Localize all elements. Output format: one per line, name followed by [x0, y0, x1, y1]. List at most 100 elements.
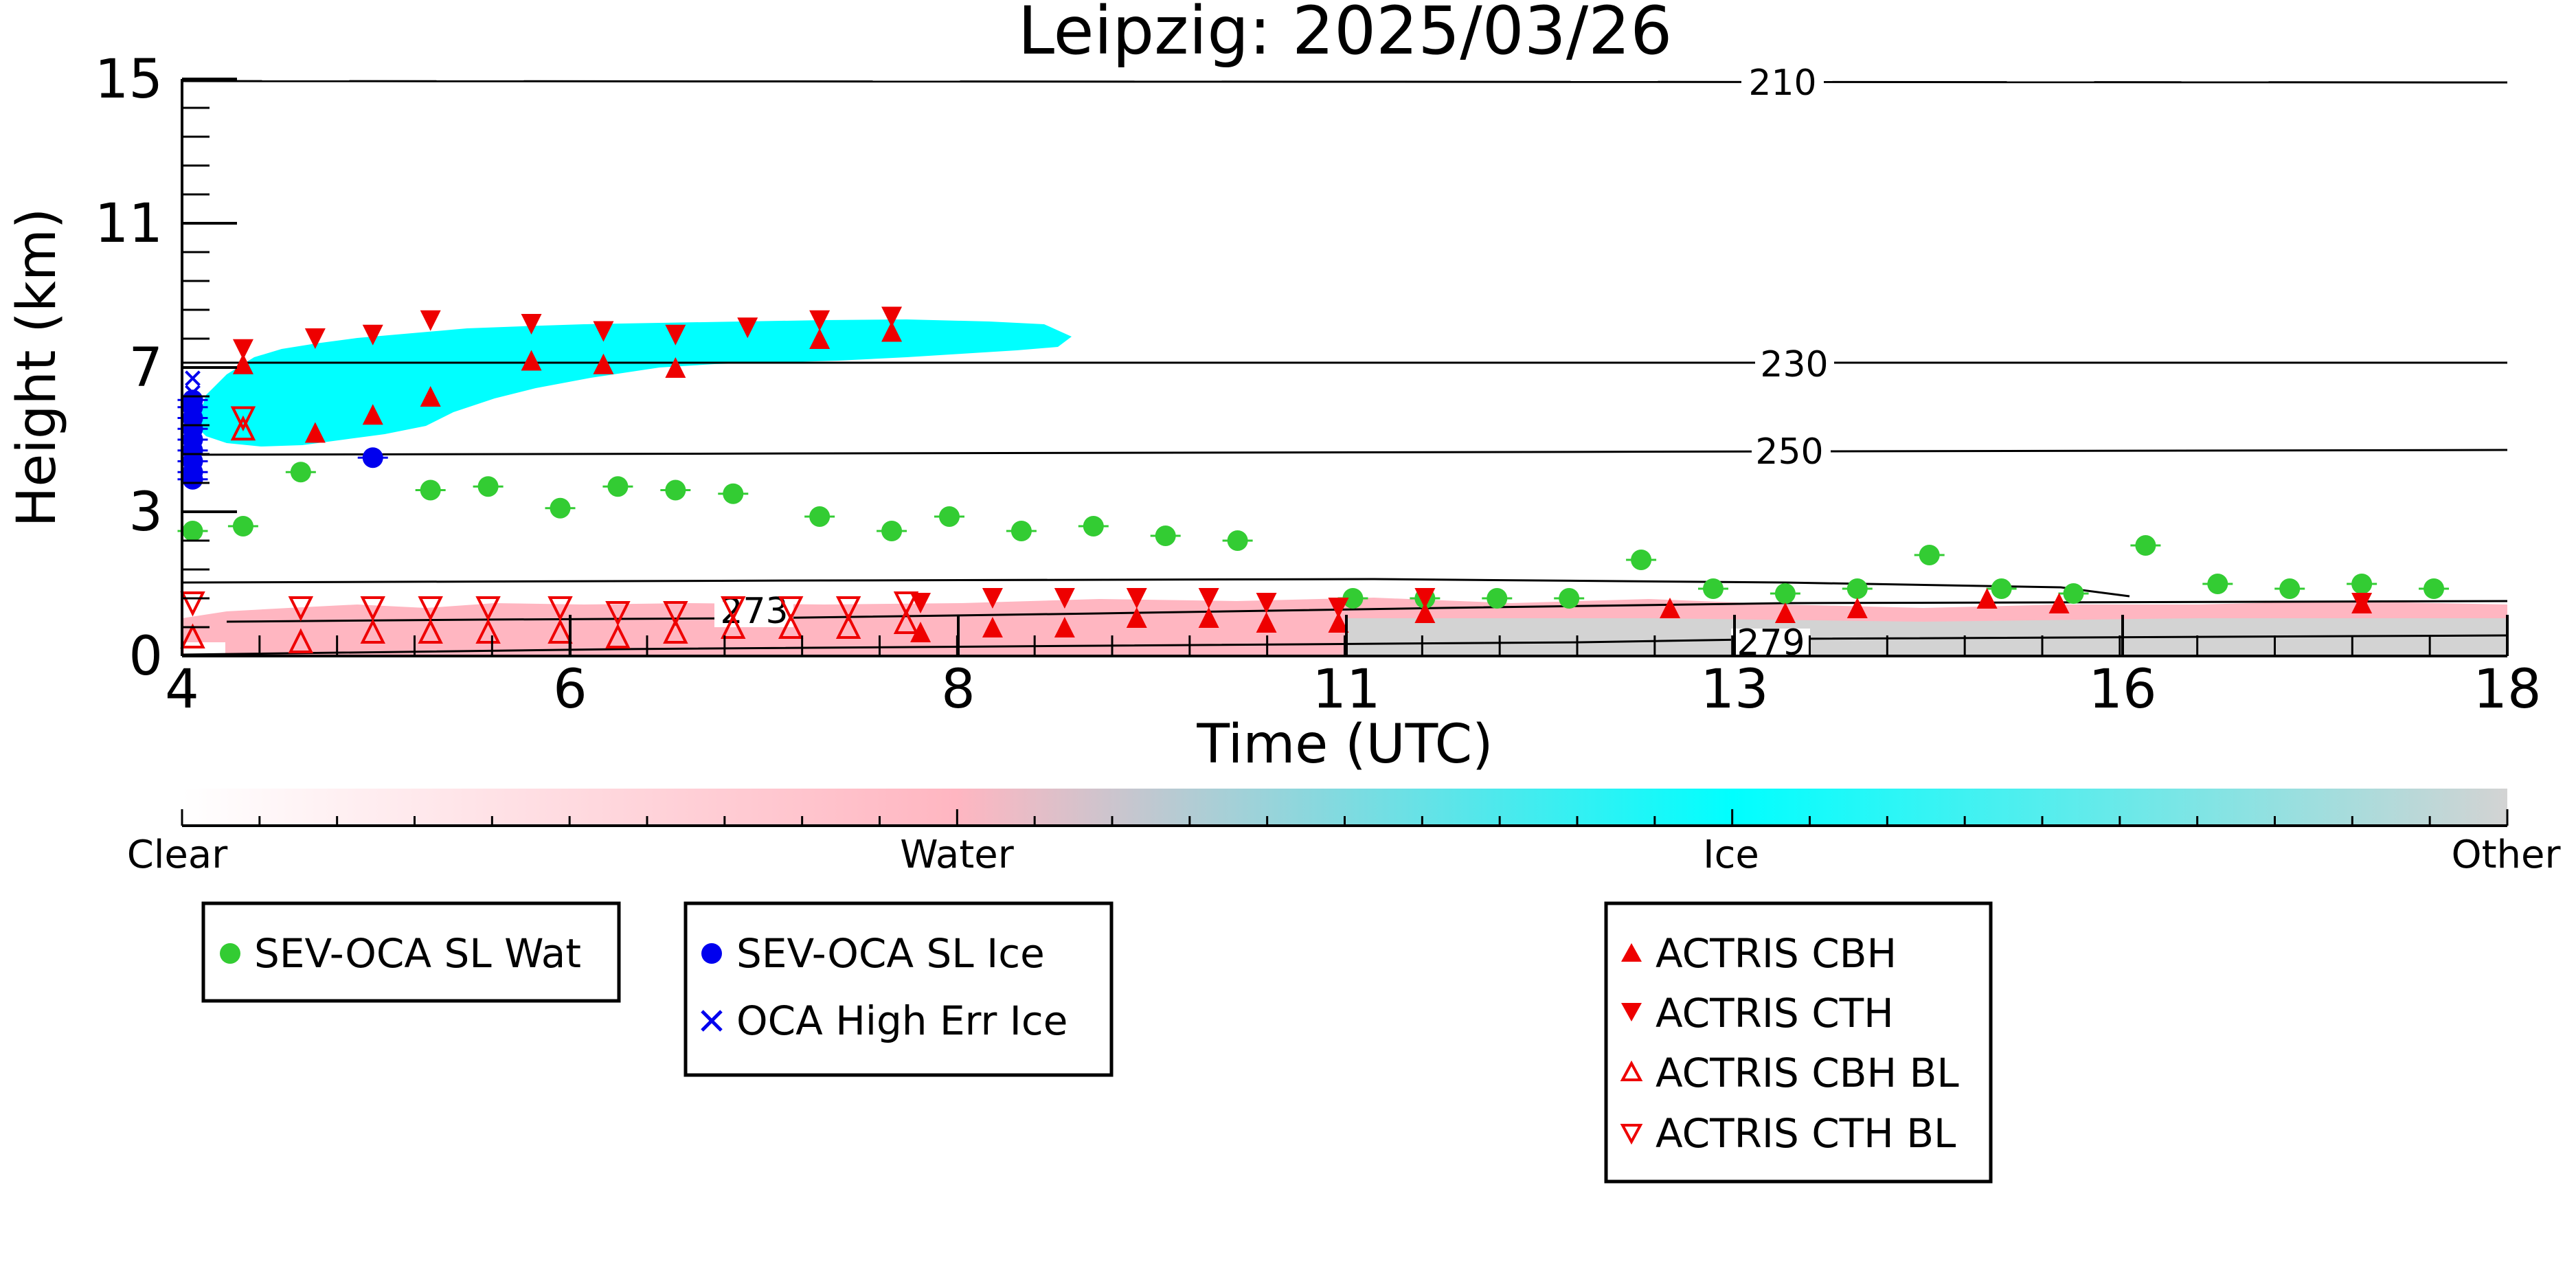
legend-actris: ACTRIS CBH ACTRIS CTH ACTRIS CBH BL ACTR…	[1604, 901, 1993, 1184]
data-point	[721, 613, 746, 639]
data-point	[1256, 593, 1277, 613]
data-point	[304, 422, 326, 443]
data-point	[415, 479, 446, 501]
data-point	[1126, 607, 1147, 628]
data-point	[1976, 588, 1998, 609]
colorbar-label-clear: Clear	[127, 833, 228, 877]
chart-title: Leipzig: 2025/03/26	[1018, 0, 1673, 69]
data-point	[1054, 617, 1075, 637]
data-point	[1660, 598, 1681, 618]
y-tick-label: 15	[95, 49, 163, 111]
data-point	[2130, 535, 2161, 556]
colorbar-label-ice: Ice	[1703, 833, 1759, 877]
data-point	[1222, 530, 1253, 551]
isotherm-label-210: 210	[1748, 63, 1816, 104]
colorbar: Clear Water Ice Other	[127, 789, 2561, 877]
data-point	[593, 353, 614, 374]
data-point	[473, 476, 504, 497]
data-point	[1986, 578, 2017, 599]
data-point	[809, 328, 831, 349]
legend-water: SEV-OCA SL Wat	[201, 901, 621, 1003]
data-point	[2347, 574, 2377, 594]
legend-marker-oca-high-err	[701, 1010, 723, 1032]
data-point	[1150, 526, 1181, 546]
y-axis-label: Height (km)	[6, 208, 68, 528]
legend-marker-actris-cth	[1621, 1003, 1642, 1021]
data-point	[778, 613, 804, 639]
data-point	[1626, 550, 1657, 570]
data-point	[230, 406, 256, 431]
isotherm-label-230: 230	[1760, 344, 1828, 385]
colorbar-label-other: Other	[2451, 833, 2561, 877]
axes: 0 3 7 11 15 4 6 8 11 13 16 18	[95, 49, 2542, 721]
data-point	[665, 357, 686, 378]
data-point	[362, 404, 383, 425]
isotherm-250-line	[181, 449, 2508, 456]
data-point	[545, 497, 576, 519]
colorbar-label-water: Water	[900, 833, 1015, 877]
data-point	[2202, 574, 2233, 594]
isotherm-210-line	[181, 80, 2508, 84]
data-point	[660, 479, 691, 501]
data-point	[521, 350, 542, 371]
data-point	[605, 601, 631, 626]
isotherm-labels: 210 230 250 273 279	[714, 63, 1834, 664]
data-point	[2351, 593, 2373, 613]
data-point	[881, 306, 903, 328]
legend-label-actris-cbh-bl: ACTRIS CBH BL	[1656, 1050, 1959, 1096]
data-point	[418, 618, 443, 644]
colorbar-ticks	[181, 809, 2509, 826]
data-point	[721, 596, 746, 622]
legend-label-sev-oca-ice: SEV-OCA SL Ice	[736, 930, 1045, 977]
data-point	[1256, 612, 1277, 633]
data-point	[288, 628, 314, 653]
y-tick-label: 7	[128, 337, 163, 399]
data-point	[1006, 521, 1037, 541]
data-point	[360, 618, 385, 644]
legend-label-actris-cth: ACTRIS CTH	[1656, 990, 1894, 1037]
data-point	[1842, 578, 1873, 599]
data-point	[1554, 588, 1585, 609]
x-tick-label: 11	[1312, 659, 1380, 721]
data-point	[1697, 578, 1728, 599]
data-point	[1328, 598, 1349, 618]
data-point	[230, 415, 256, 441]
data-point	[881, 321, 903, 342]
data-point	[420, 386, 441, 407]
data-point	[185, 370, 201, 387]
data-point	[1774, 602, 1796, 623]
data-point	[475, 596, 501, 622]
data-point	[593, 321, 614, 342]
legend-marker-sev-oca-wat	[220, 943, 240, 964]
legend-label-actris-cth-bl: ACTRIS CTH BL	[1656, 1110, 1956, 1157]
data-point	[2058, 583, 2089, 604]
series-actris-cbh-bl	[180, 415, 919, 653]
y-tick-label: 11	[95, 193, 163, 255]
data-point	[663, 618, 688, 644]
data-point	[2274, 578, 2305, 599]
data-points	[177, 306, 2450, 653]
data-point	[362, 324, 383, 346]
legend-ice-box	[683, 901, 1114, 1077]
data-point	[420, 310, 441, 331]
ice-layer	[196, 319, 1072, 447]
other-layer	[1346, 618, 2507, 656]
data-point	[232, 353, 253, 374]
data-point	[418, 596, 443, 622]
data-point	[835, 613, 861, 639]
data-point	[737, 317, 758, 339]
legend-water-box	[201, 901, 621, 1003]
data-point	[232, 339, 253, 360]
data-point	[475, 618, 501, 644]
data-point	[1328, 612, 1349, 633]
x-tick-label: 16	[2088, 659, 2156, 721]
data-point	[285, 462, 316, 483]
series-sev-oca-sl-wat	[177, 462, 2450, 609]
data-point	[1414, 602, 1436, 623]
y-tick-label: 0	[128, 626, 163, 688]
isotherm-label-250: 250	[1755, 431, 1823, 473]
data-point	[1846, 598, 1868, 618]
data-point	[835, 596, 861, 622]
data-point	[547, 618, 573, 644]
data-point	[910, 622, 931, 642]
